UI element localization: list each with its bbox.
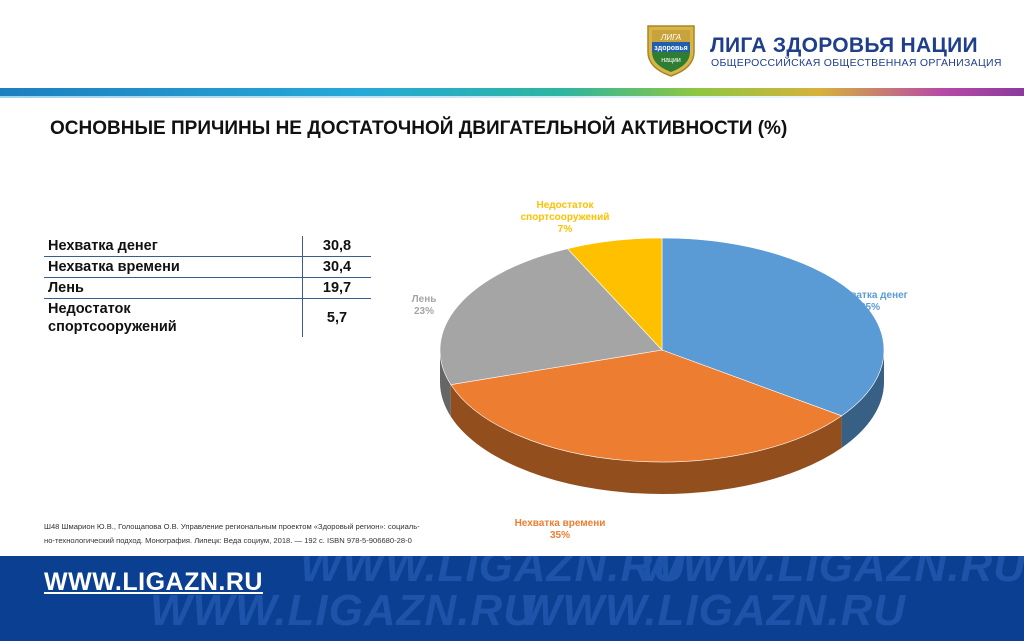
header-stripe-shadow (0, 96, 1024, 98)
citation-line-1: Ш48 Шмарион Ю.В., Голощапова О.В. Управл… (44, 522, 420, 531)
pie-chart: Нехватка денег 35% Нехватка времени 35% Лень… (412, 200, 908, 541)
row-value: 30,8 (302, 236, 371, 257)
row-label-text: Недостаток спортсооружений (48, 301, 177, 335)
footer: WWW.LIGAZN.RU WWW.LIGAZN.RU WWW.LIGAZN.R… (0, 556, 1024, 641)
emblem-text-2: здоровья (654, 45, 687, 52)
emblem-text-3: нации (661, 57, 681, 64)
pie-slice-0 (661, 237, 885, 417)
row-label: Лень (44, 277, 303, 299)
organization-emblem-icon: ЛИГА здоровья нации (647, 25, 695, 77)
row-value: 19,7 (302, 277, 371, 299)
pie-slice-side-0 (841, 350, 884, 448)
website-link[interactable]: WWW.LIGAZN.RU (44, 568, 263, 596)
table-row: Нехватка времени 30,4 (44, 256, 371, 278)
pie-label-2: Лень 23% (412, 294, 437, 317)
table-row: Нехватка денег 30,8 (44, 236, 371, 257)
pie-label-1: Нехватка времени 35% (515, 518, 606, 541)
org-name: ЛИГА ЗДОРОВЬЯ НАЦИИ (710, 34, 978, 57)
row-label: Нехватка денег (44, 236, 303, 257)
citation-line-2: но-технологический подход. Монография. Л… (44, 536, 412, 545)
footer-watermark: WWW.LIGAZN.RU (520, 586, 907, 635)
header-color-stripe (0, 88, 1024, 96)
row-label: Недостаток спортсооружений (44, 299, 303, 338)
pie-label-0: Нехватка денег 35% (832, 290, 908, 313)
pie-slice-side-2 (440, 350, 451, 417)
pie-slice-1 (450, 349, 843, 463)
emblem-text-1: ЛИГА (660, 33, 681, 42)
table-row: Лень 19,7 (44, 277, 371, 299)
footer-watermark: WWW.LIGAZN.RU (300, 556, 687, 591)
footer-watermark: WWW.LIGAZN.RU (150, 586, 537, 635)
row-label: Нехватка времени (44, 256, 303, 278)
data-table: Нехватка денег 30,8 Нехватка времени 30,… (44, 236, 371, 337)
pie-slice-2 (439, 248, 663, 385)
table-row: Недостаток спортсооружений 5,7 (44, 298, 371, 338)
row-value: 5,7 (302, 298, 371, 337)
footer-watermark: WWW.LIGAZN.RU (640, 556, 1024, 591)
citation: Ш48 Шмарион Ю.В., Голощапова О.В. Управл… (44, 520, 444, 548)
pie-slice-3 (566, 237, 663, 351)
org-subtitle: ОБЩЕРОССИЙСКАЯ ОБЩЕСТВЕННАЯ ОРГАНИЗАЦИЯ (711, 57, 1002, 69)
row-value: 30,4 (302, 256, 371, 278)
header: ЛИГА здоровья нации ЛИГА ЗДОРОВЬЯ НАЦИИ … (0, 0, 1024, 90)
pie-label-3: Недостаток спортсооружений 7% (521, 200, 610, 235)
pie-slice-side-1 (450, 384, 842, 494)
slide-title: ОСНОВНЫЕ ПРИЧИНЫ НЕ ДОСТАТОЧНОЙ ДВИГАТЕЛ… (50, 118, 788, 139)
